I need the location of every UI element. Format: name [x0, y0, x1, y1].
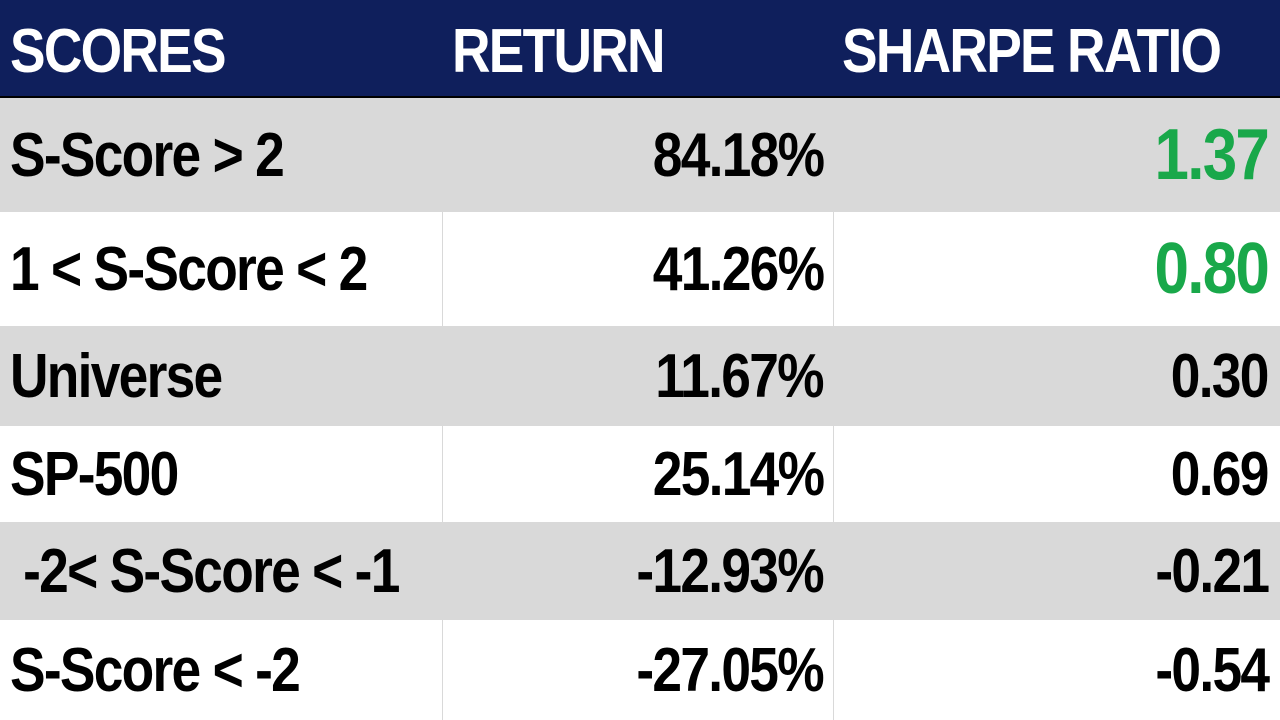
score-label: 1 < S-Score < 2 [10, 234, 368, 304]
table-row: Universe 11.67% 0.30 [0, 326, 1280, 426]
sharpe-value: 0.69 [833, 426, 1280, 522]
table-row: SP-500 25.14% 0.69 [0, 426, 1280, 522]
header-scores: SCORES [10, 17, 227, 86]
table-row: -2< S-Score < -1 -12.93% -0.21 [0, 522, 1280, 620]
sharpe-value: -0.21 [1155, 536, 1270, 606]
sharpe-value: 0.30 [1171, 341, 1270, 411]
header-sharpe-ratio: SHARPE RATIO [842, 17, 1222, 86]
return-value: 84.18% [652, 120, 824, 190]
header-return: RETURN [452, 17, 666, 86]
sharpe-value: -0.54 [833, 620, 1280, 720]
table-row: S-Score > 2 84.18% 1.37 [0, 98, 1280, 212]
sharpe-value: 0.80 [833, 212, 1280, 326]
return-value: 41.26% [442, 212, 833, 326]
table-row: S-Score < -2 -27.05% -0.54 [0, 620, 1280, 720]
score-label: -2< S-Score < -1 [10, 536, 400, 606]
return-value: 25.14% [442, 426, 833, 522]
score-label: S-Score > 2 [10, 120, 285, 190]
return-value: -27.05% [442, 620, 833, 720]
score-label: SP-500 [10, 439, 179, 509]
table-header: SCORES RETURN SHARPE RATIO [0, 0, 1280, 98]
sharpe-value: 1.37 [1154, 115, 1269, 195]
return-value: 11.67% [655, 341, 824, 411]
table-row: 1 < S-Score < 2 41.26% 0.80 [0, 212, 1280, 326]
score-label: S-Score < -2 [10, 635, 301, 705]
score-label: Universe [10, 341, 223, 411]
return-value: -12.93% [636, 536, 824, 606]
